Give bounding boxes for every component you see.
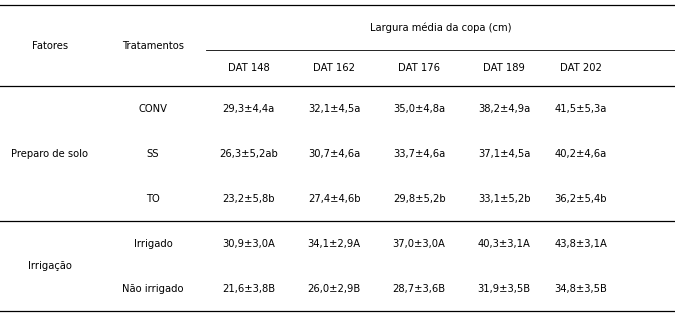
Text: 35,0±4,8a: 35,0±4,8a [393,104,446,114]
Text: DAT 202: DAT 202 [560,63,601,73]
Text: DAT 189: DAT 189 [483,63,525,73]
Text: TO: TO [146,194,160,204]
Text: Irrigação: Irrigação [28,261,72,271]
Text: 30,9±3,0A: 30,9±3,0A [222,239,275,249]
Text: 41,5±5,3a: 41,5±5,3a [554,104,607,114]
Text: Tratamentos: Tratamentos [122,41,184,51]
Text: 21,6±3,8B: 21,6±3,8B [222,284,275,294]
Text: 43,8±3,1A: 43,8±3,1A [554,239,607,249]
Text: 40,2±4,6a: 40,2±4,6a [554,149,607,159]
Text: 37,1±4,5a: 37,1±4,5a [478,149,531,159]
Text: DAT 162: DAT 162 [313,63,355,73]
Text: 34,1±2,9A: 34,1±2,9A [308,239,360,249]
Text: CONV: CONV [138,104,167,114]
Text: Largura média da copa (cm): Largura média da copa (cm) [370,22,511,33]
Text: 33,1±5,2b: 33,1±5,2b [478,194,531,204]
Text: 26,3±5,2ab: 26,3±5,2ab [219,149,278,159]
Text: 29,3±4,4a: 29,3±4,4a [223,104,275,114]
Text: 31,9±3,5B: 31,9±3,5B [478,284,531,294]
Text: Não irrigado: Não irrigado [122,284,184,294]
Text: 38,2±4,9a: 38,2±4,9a [478,104,531,114]
Text: 40,3±3,1A: 40,3±3,1A [478,239,531,249]
Text: 29,8±5,2b: 29,8±5,2b [393,194,446,204]
Text: 27,4±4,6b: 27,4±4,6b [308,194,360,204]
Text: 34,8±3,5B: 34,8±3,5B [554,284,607,294]
Text: 37,0±3,0A: 37,0±3,0A [393,239,446,249]
Text: 36,2±5,4b: 36,2±5,4b [554,194,607,204]
Text: Fatores: Fatores [32,41,68,51]
Text: DAT 176: DAT 176 [398,63,440,73]
Text: DAT 148: DAT 148 [228,63,269,73]
Text: Irrigado: Irrigado [134,239,172,249]
Text: 26,0±2,9B: 26,0±2,9B [308,284,360,294]
Text: 28,7±3,6B: 28,7±3,6B [393,284,446,294]
Text: 32,1±4,5a: 32,1±4,5a [308,104,360,114]
Text: Preparo de solo: Preparo de solo [11,149,88,159]
Text: 33,7±4,6a: 33,7±4,6a [393,149,446,159]
Text: 23,2±5,8b: 23,2±5,8b [223,194,275,204]
Text: SS: SS [146,149,159,159]
Text: 30,7±4,6a: 30,7±4,6a [308,149,360,159]
